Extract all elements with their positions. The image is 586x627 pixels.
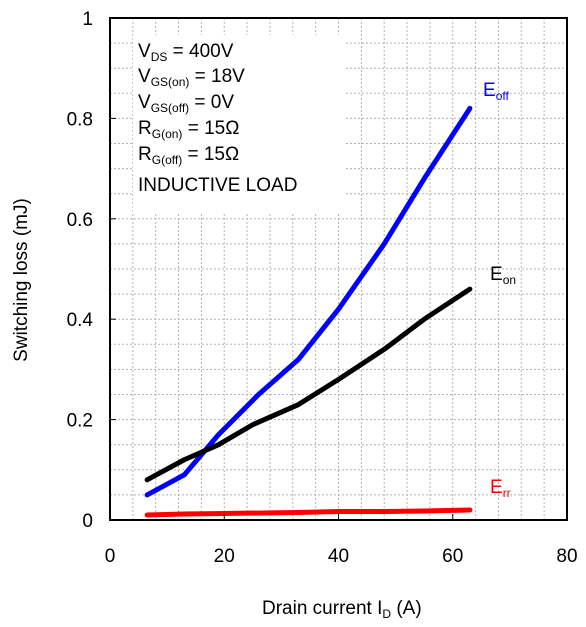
- condition-vgs-on: VGS(on) = 18V: [138, 65, 245, 88]
- legend-err-symbol: E: [490, 477, 503, 498]
- condition-vds-subscript: DS: [151, 50, 168, 64]
- legend-eon-subscript: on: [503, 273, 516, 287]
- x-axis-title-unit: (A): [391, 598, 422, 619]
- x-axis-title-text: Drain current I: [262, 598, 382, 619]
- legend-eon-symbol: E: [490, 264, 503, 285]
- x-tick-label: 40: [328, 546, 349, 567]
- condition-rg-on-value: = 15Ω: [182, 118, 239, 139]
- condition-rg-off-symbol: R: [138, 144, 152, 165]
- condition-rg-off: RG(off) = 15Ω: [138, 143, 239, 166]
- condition-rg-off-value: = 15Ω: [182, 144, 239, 165]
- condition-rg-on: RG(on) = 15Ω: [138, 117, 239, 140]
- condition-vds-value: = 400V: [167, 41, 233, 62]
- condition-vgs-off-subscript: GS(off): [151, 101, 189, 115]
- condition-load-type: INDUCTIVE LOAD: [138, 174, 297, 197]
- legend-eoff: Eoff: [483, 80, 509, 102]
- condition-vgs-on-value: = 18V: [189, 66, 244, 87]
- y-tick-label: 0.4: [67, 310, 94, 331]
- y-tick-label: 0.2: [67, 411, 93, 432]
- condition-rg-on-subscript: G(on): [152, 127, 183, 141]
- condition-load-type-text: INDUCTIVE LOAD: [138, 175, 297, 196]
- x-tick-label: 20: [214, 546, 235, 567]
- condition-vgs-off-value: = 0V: [189, 92, 234, 113]
- condition-vds: VDS = 400V: [138, 40, 233, 63]
- condition-vgs-off-symbol: V: [138, 92, 151, 113]
- condition-vgs-on-subscript: GS(on): [151, 75, 190, 89]
- y-tick-label: 1: [82, 9, 93, 30]
- y-tick-label: 0: [82, 511, 93, 532]
- x-tick-label: 80: [556, 546, 577, 567]
- legend-eoff-subscript: off: [496, 89, 509, 103]
- x-axis-title-subscript: D: [382, 607, 391, 621]
- y-axis-title: Switching loss (mJ): [11, 198, 33, 362]
- condition-vds-symbol: V: [138, 41, 151, 62]
- condition-rg-on-symbol: R: [138, 118, 152, 139]
- legend-eoff-symbol: E: [483, 80, 496, 101]
- x-tick-label: 60: [442, 546, 463, 567]
- condition-vgs-off: VGS(off) = 0V: [138, 91, 234, 114]
- legend-err: Err: [490, 477, 511, 499]
- x-axis-title: Drain current ID (A): [262, 598, 422, 620]
- condition-rg-off-subscript: G(off): [152, 153, 182, 167]
- legend-err-subscript: rr: [503, 486, 511, 500]
- legend-eon: Eon: [490, 264, 516, 286]
- x-tick-label: 0: [105, 546, 116, 567]
- y-tick-label: 0.6: [67, 210, 93, 231]
- y-tick-label: 0.8: [67, 109, 93, 130]
- condition-vgs-on-symbol: V: [138, 66, 151, 87]
